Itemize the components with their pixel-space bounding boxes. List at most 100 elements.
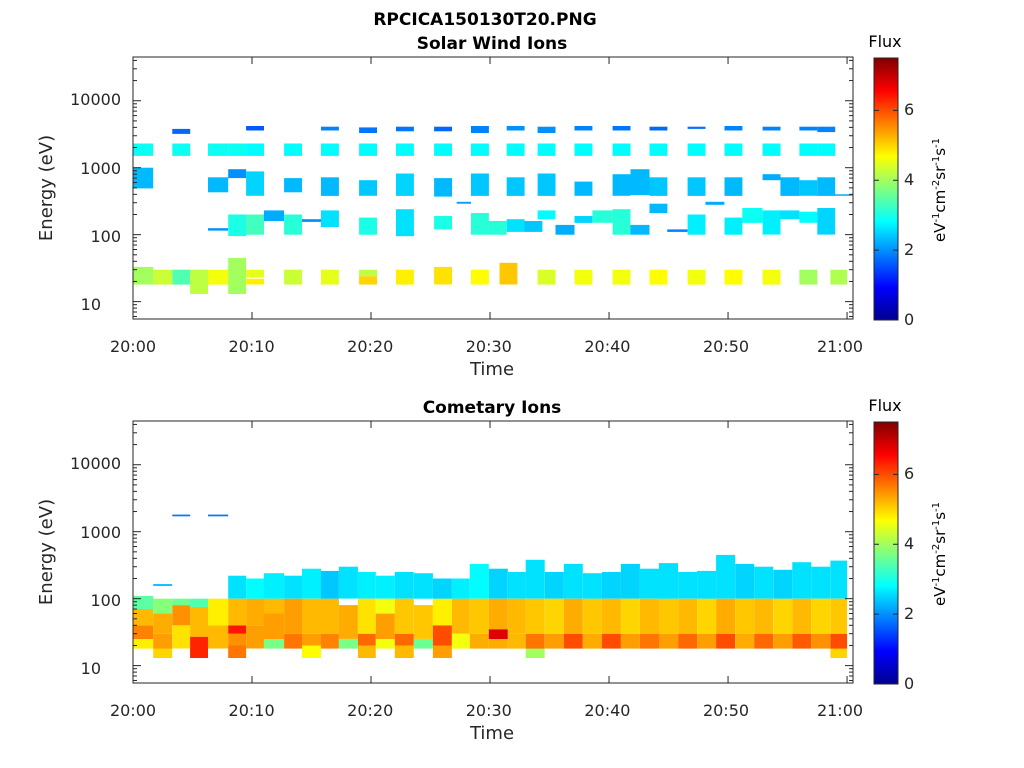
spectrogram-cell	[506, 219, 525, 232]
spectrogram-cell	[359, 127, 377, 133]
spectrogram-cell	[799, 126, 818, 131]
spectrogram-cell	[432, 578, 452, 599]
spectrogram-cell	[302, 645, 321, 658]
spectrogram-cell	[321, 269, 339, 285]
spectrogram-cell	[321, 633, 339, 649]
spectrogram-cell	[620, 598, 640, 634]
solar-wind-panel: Solar Wind Ions 20:00 20:10 20:20 20:30 …	[36, 32, 949, 380]
spectrogram-cell	[228, 214, 247, 237]
spectrogram-cell	[394, 633, 414, 646]
spectrogram-cell	[133, 595, 154, 609]
spectrogram-cell	[724, 126, 743, 131]
spectrogram-cell	[133, 167, 154, 189]
spectrogram-cell	[434, 216, 452, 230]
spectrogram-cell	[537, 126, 556, 133]
spectrogram-cell	[574, 216, 593, 223]
spectrogram-cell	[640, 633, 659, 649]
spectrogram-cell	[471, 269, 489, 285]
figure-title: RPCICA150130T20.PNG	[373, 10, 596, 30]
panel-title: Cometary Ions	[423, 398, 562, 418]
spectrogram-cell	[338, 566, 358, 599]
spectrogram-cell	[507, 572, 526, 599]
spectrogram-cell	[678, 633, 698, 649]
spectrogram-cell	[649, 177, 668, 196]
y-tick-label: 10	[81, 659, 101, 678]
spectrogram-cell	[172, 605, 191, 626]
spectrogram-cell	[413, 573, 433, 599]
spectrogram-cell	[434, 178, 452, 197]
spectrogram-cell	[302, 598, 321, 634]
spectrogram-cell	[488, 639, 508, 649]
colorbar: Flux 0 2 4 6 eV-1cm-2sr-1s-1	[868, 32, 949, 329]
spectrogram-cell	[649, 126, 668, 131]
spectrogram-cell	[469, 598, 489, 634]
spectrogram-cell	[835, 194, 853, 196]
spectrogram-cell	[396, 126, 414, 132]
spectrogram-cell	[687, 126, 706, 129]
spectrogram-cell	[321, 126, 339, 131]
spectrogram-cell	[172, 598, 191, 606]
spectrogram-cell	[488, 221, 507, 235]
spectrogram-cell	[630, 224, 650, 235]
spectrogram-cell	[246, 126, 264, 131]
colorbar-tick: 0	[904, 674, 914, 693]
spectrogram-cell	[396, 143, 414, 156]
spectrogram-cell	[817, 126, 836, 133]
spectrogram-cell	[687, 143, 706, 156]
spectrogram-cell	[456, 201, 471, 204]
spectrogram-cell	[451, 598, 470, 634]
spectrogram-cell	[396, 269, 414, 285]
spectrogram-cell	[537, 269, 556, 285]
spectrogram-cell	[133, 609, 154, 626]
spectrogram-cell	[555, 224, 575, 235]
spectrogram-cell	[574, 269, 593, 285]
spectrogram-cell	[754, 633, 774, 649]
spectrogram-cell	[762, 126, 781, 131]
spectrogram-cell	[133, 143, 154, 156]
spectrogram-cell	[434, 266, 452, 285]
spectrogram-cell	[792, 562, 812, 599]
spectrogram-cell	[507, 598, 526, 634]
spectrogram-cell	[228, 257, 247, 294]
colorbar-unit-label: eV-1cm-2sr-1s-1	[931, 138, 949, 242]
spectrogram-cell	[488, 598, 508, 630]
spectrogram-cell	[830, 269, 848, 285]
spectrogram-cell	[792, 598, 812, 634]
spectrogram-cell	[687, 214, 706, 235]
spectrogram-cell	[506, 143, 525, 156]
colorbar-unit-label: eV-1cm-2sr-1s-1	[931, 502, 949, 606]
spectrogram-cell	[208, 143, 229, 156]
spectrogram-cell	[302, 219, 321, 222]
spectrogram-cell	[762, 174, 781, 181]
spectrogram-cell	[754, 598, 774, 634]
spectrogram-cell	[469, 633, 489, 649]
spectrogram-cell	[799, 143, 818, 156]
spectrogram-cell	[394, 598, 414, 634]
spectrogram-cell	[762, 143, 781, 156]
colorbar-tick: 4	[904, 534, 914, 553]
spectrogram-cell	[830, 560, 848, 599]
spectrogram-cell	[544, 598, 564, 634]
spectrogram-cell	[338, 605, 358, 639]
spectrogram-cell	[563, 598, 583, 634]
x-tick-label: 20:00	[110, 337, 156, 356]
spectrogram-cell	[357, 633, 376, 646]
spectrogram-cell	[153, 613, 173, 634]
spectrogram-cell	[246, 625, 264, 649]
spectrogram-cell	[172, 269, 191, 285]
spectrogram-cell	[499, 262, 518, 285]
spectrogram-cell	[612, 143, 631, 156]
spectrogram-cell	[357, 645, 376, 658]
spectrogram-cell	[735, 633, 755, 649]
x-tick-label: 20:20	[347, 337, 393, 356]
spectrogram-cell	[659, 563, 678, 599]
spectrogram-cell	[208, 269, 229, 285]
spectrogram-cell	[451, 578, 470, 599]
x-tick-labels: 20:00 20:10 20:20 20:30 20:40 20:50 21:0…	[110, 701, 863, 720]
axis-ticks	[132, 421, 853, 683]
x-axis-label: Time	[469, 359, 514, 380]
spectrogram-cell	[659, 598, 678, 634]
axis-ticks	[132, 57, 853, 319]
spectrogram-cell	[228, 143, 247, 156]
colorbar-gradient	[873, 421, 899, 685]
